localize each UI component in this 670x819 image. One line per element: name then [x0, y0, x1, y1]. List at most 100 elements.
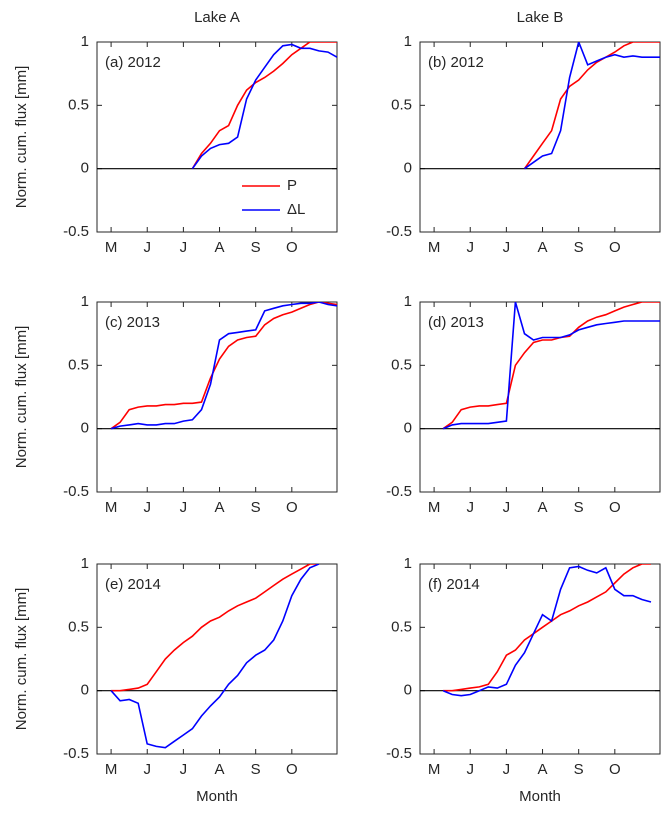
legend-label: P	[287, 177, 297, 194]
x-tick-label: A	[215, 499, 225, 516]
y-tick-label: 0.5	[68, 618, 89, 635]
x-tick-label: S	[574, 499, 584, 516]
x-tick-label: J	[143, 499, 151, 516]
plot-lines	[97, 42, 337, 170]
y-tick-label: 1	[81, 293, 89, 310]
panel-label: (e) 2014	[105, 576, 161, 593]
panel-label: (f) 2014	[428, 576, 480, 593]
x-tick-label: M	[428, 499, 441, 516]
x-tick-label: M	[105, 239, 118, 256]
x-tick-label: J	[503, 239, 511, 256]
series-line	[110, 302, 337, 430]
plot-area	[419, 41, 661, 233]
plot-lines	[420, 42, 660, 170]
y-axis-label: Norm. cum. flux [mm]	[13, 66, 30, 209]
plot-area	[419, 563, 661, 755]
x-tick-label: J	[180, 499, 188, 516]
y-tick-label: 0.5	[391, 618, 412, 635]
x-tick-label: J	[466, 761, 474, 778]
x-tick-label: O	[609, 239, 621, 256]
series-line	[191, 42, 337, 170]
y-tick-label: 1	[404, 555, 412, 572]
x-tick-label: A	[215, 761, 225, 778]
panel-label: (b) 2012	[428, 54, 484, 71]
y-tick-label: 1	[81, 555, 89, 572]
plot-area	[96, 563, 338, 755]
panel-label: (d) 2013	[428, 314, 484, 331]
x-tick-label: A	[538, 761, 548, 778]
legend-box	[238, 173, 328, 223]
y-tick-label: 0	[81, 420, 89, 437]
x-tick-label: M	[428, 761, 441, 778]
x-tick-label: M	[105, 499, 118, 516]
x-tick-label: O	[286, 499, 298, 516]
series-line	[443, 564, 651, 692]
y-tick-label: 0.5	[391, 356, 412, 373]
series-line	[523, 42, 660, 170]
x-tick-label: S	[574, 761, 584, 778]
x-tick-label: S	[574, 239, 584, 256]
x-tick-label: S	[251, 761, 261, 778]
x-tick-label: O	[286, 761, 298, 778]
plot-lines	[420, 564, 660, 697]
x-axis-label: Month	[519, 788, 561, 805]
y-tick-label: -0.5	[386, 483, 412, 500]
column-title: Lake B	[517, 9, 564, 26]
series-line	[191, 43, 337, 170]
x-tick-label: J	[143, 239, 151, 256]
x-tick-label: J	[180, 761, 188, 778]
x-tick-label: J	[180, 239, 188, 256]
x-axis-label: Month	[196, 788, 238, 805]
column-title: Lake A	[194, 9, 240, 26]
series-line	[442, 302, 660, 430]
y-tick-label: 0	[81, 160, 89, 177]
series-line	[110, 564, 320, 749]
y-tick-label: -0.5	[63, 223, 89, 240]
x-tick-label: A	[538, 239, 548, 256]
y-tick-label: 0.5	[391, 96, 412, 113]
x-tick-label: J	[466, 239, 474, 256]
y-tick-label: 1	[404, 33, 412, 50]
x-tick-label: O	[609, 499, 621, 516]
y-tick-label: -0.5	[386, 745, 412, 762]
y-tick-label: 0	[404, 420, 412, 437]
panel-label: (a) 2012	[105, 54, 161, 71]
plot-lines	[97, 564, 337, 749]
y-tick-label: 0.5	[68, 356, 89, 373]
series-line	[111, 564, 319, 692]
x-tick-label: J	[503, 499, 511, 516]
y-tick-label: 0	[404, 682, 412, 699]
y-axis-label: Norm. cum. flux [mm]	[13, 588, 30, 731]
x-tick-label: J	[143, 761, 151, 778]
y-axis-label: Norm. cum. flux [mm]	[13, 326, 30, 469]
legend-label: ΔL	[287, 201, 305, 218]
y-tick-label: -0.5	[386, 223, 412, 240]
x-tick-label: J	[466, 499, 474, 516]
plot-area	[419, 301, 661, 493]
x-tick-label: O	[609, 761, 621, 778]
x-tick-label: S	[251, 499, 261, 516]
x-tick-label: M	[428, 239, 441, 256]
x-tick-label: M	[105, 761, 118, 778]
plot-area	[96, 301, 338, 493]
series-line	[442, 302, 660, 430]
series-line	[524, 42, 660, 170]
panel-label: (c) 2013	[105, 314, 160, 331]
y-tick-label: 0	[404, 160, 412, 177]
x-tick-label: O	[286, 239, 298, 256]
x-tick-label: A	[538, 499, 548, 516]
plot-lines	[420, 302, 660, 430]
x-tick-label: S	[251, 239, 261, 256]
y-tick-label: -0.5	[63, 745, 89, 762]
y-tick-label: 0	[81, 682, 89, 699]
series-line	[110, 302, 337, 430]
series-line	[442, 565, 652, 697]
y-tick-label: 1	[404, 293, 412, 310]
y-tick-label: 0.5	[68, 96, 89, 113]
plot-lines	[97, 302, 337, 430]
x-tick-label: J	[503, 761, 511, 778]
x-tick-label: A	[215, 239, 225, 256]
y-tick-label: -0.5	[63, 483, 89, 500]
y-tick-label: 1	[81, 33, 89, 50]
